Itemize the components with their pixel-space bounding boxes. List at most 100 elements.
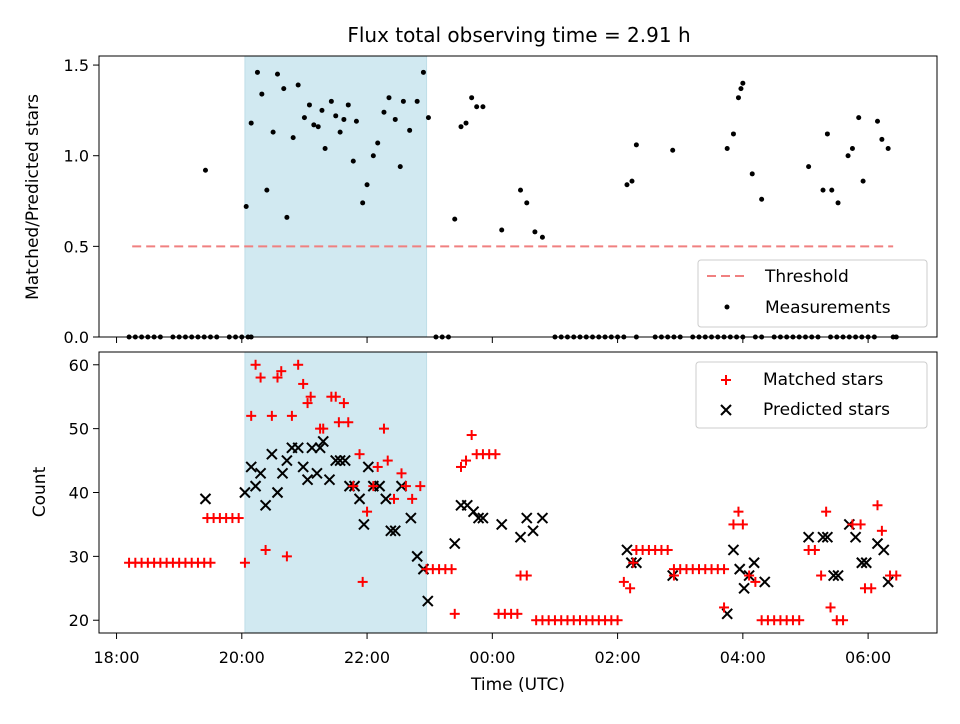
predicted-star-point: [878, 544, 890, 556]
measurement-point: [341, 116, 347, 122]
measurement-point: [319, 107, 325, 113]
matched-star-point: [318, 423, 329, 434]
predicted-star-point: [271, 486, 284, 499]
measurement-point: [322, 145, 328, 151]
predicted-star-point: [821, 531, 834, 543]
measurement-point: [254, 69, 260, 75]
matched-star-point: [816, 570, 827, 581]
measurement-point: [633, 142, 639, 148]
predicted-star-point: [849, 531, 862, 543]
measurement-point: [248, 120, 254, 126]
matched-star-point: [446, 564, 457, 575]
bottom-y-ticks: 20 30 40 50 60: [69, 356, 99, 630]
measurement-point: [295, 82, 301, 88]
matched-star-point: [260, 544, 271, 555]
bottom-axes-frame: [98, 351, 938, 634]
x-tick-label: 18:00: [93, 648, 139, 667]
measurement-point: [311, 122, 317, 128]
measurement-point: [463, 120, 469, 126]
measurement-point: [860, 178, 866, 184]
predicted-star-point: [339, 454, 351, 467]
predicted-star-point: [496, 518, 508, 531]
matched-star-point: [255, 372, 266, 383]
x-tick-label: 04:00: [720, 648, 766, 667]
predicted-star-point: [199, 493, 212, 505]
matched-star-point: [272, 372, 283, 383]
top-observing-span: [244, 55, 428, 338]
matched-star-point: [396, 468, 407, 479]
measurement-point: [270, 129, 276, 135]
measurement-point: [806, 164, 812, 170]
bottom-legend: Matched stars Predicted stars: [695, 361, 928, 429]
measurement-point: [360, 200, 366, 206]
measurement-point: [885, 145, 891, 151]
measurement-point: [452, 216, 458, 222]
predicted-star-point: [239, 486, 251, 499]
matched-star-point: [471, 449, 482, 460]
bottom-y-axis-label: Count: [30, 466, 50, 517]
measurement-point: [735, 95, 741, 101]
matched-star-point: [728, 519, 739, 530]
measurement-point: [333, 113, 339, 119]
matched-star-point: [872, 500, 883, 511]
measurement-point: [345, 102, 351, 108]
matched-star-point: [838, 615, 849, 626]
measurement-point: [259, 91, 265, 97]
matched-star-point: [612, 615, 623, 626]
measurement-point: [306, 102, 312, 108]
measurement-point: [350, 158, 356, 164]
matched-stars-series: [124, 359, 902, 626]
predicted-star-point: [827, 569, 840, 582]
measurement-point: [670, 147, 676, 153]
matched-star-point: [357, 576, 368, 587]
x-tick-label: 06:00: [845, 648, 891, 667]
measurement-point: [202, 167, 208, 173]
measurement-point: [328, 98, 334, 104]
bottom-y-tick-label: 50: [69, 420, 89, 439]
matched-star-point: [407, 493, 418, 504]
measurement-point: [518, 187, 524, 193]
predicted-star-point: [301, 474, 314, 486]
predicted-star-point: [521, 512, 533, 524]
measurement-point: [386, 95, 392, 101]
measurement-point: [480, 104, 486, 110]
matched-star-point: [293, 359, 304, 370]
measurement-point: [353, 118, 359, 124]
measurement-point: [290, 135, 296, 141]
top-y-axis-label: Matched/Predicted stars: [23, 94, 43, 300]
predicted-star-point: [748, 557, 760, 569]
predicted-star-point: [380, 493, 392, 505]
x-axis-label: Time (UTC): [470, 675, 565, 695]
measurement-point: [284, 214, 290, 220]
measurement-point: [499, 227, 505, 233]
measurement-point: [315, 124, 321, 130]
chart-title: Flux total observing time = 2.91 h: [347, 23, 690, 47]
matched-star-point: [378, 423, 389, 434]
measurement-point: [879, 136, 885, 142]
x-tick-label: 00:00: [469, 648, 515, 667]
x-tick-label: 22:00: [344, 648, 390, 667]
top-axes-frame: [98, 55, 938, 338]
matched-star-point: [298, 378, 309, 389]
measurement-point: [759, 196, 765, 202]
matched-star-point: [246, 410, 257, 421]
measurement-point: [392, 116, 398, 122]
matched-star-point: [521, 570, 532, 581]
predicted-star-point: [734, 563, 746, 575]
matched-star-point: [286, 410, 297, 421]
measurement-point: [397, 164, 403, 170]
measurement-point: [539, 234, 545, 240]
matched-star-point: [354, 449, 365, 460]
matched-star-point: [628, 557, 639, 568]
legend-matched-label: Matched stars: [763, 370, 883, 390]
predicted-star-point: [514, 531, 527, 543]
top-y-tick-label: 0.0: [64, 328, 89, 347]
matched-star-point: [618, 576, 629, 587]
measurement-point: [420, 69, 426, 75]
matched-star-point: [302, 398, 313, 409]
predicted-star-point: [297, 461, 309, 473]
matched-star-point: [330, 391, 341, 402]
matched-star-point: [876, 525, 887, 536]
predicted-star-point: [358, 518, 370, 531]
